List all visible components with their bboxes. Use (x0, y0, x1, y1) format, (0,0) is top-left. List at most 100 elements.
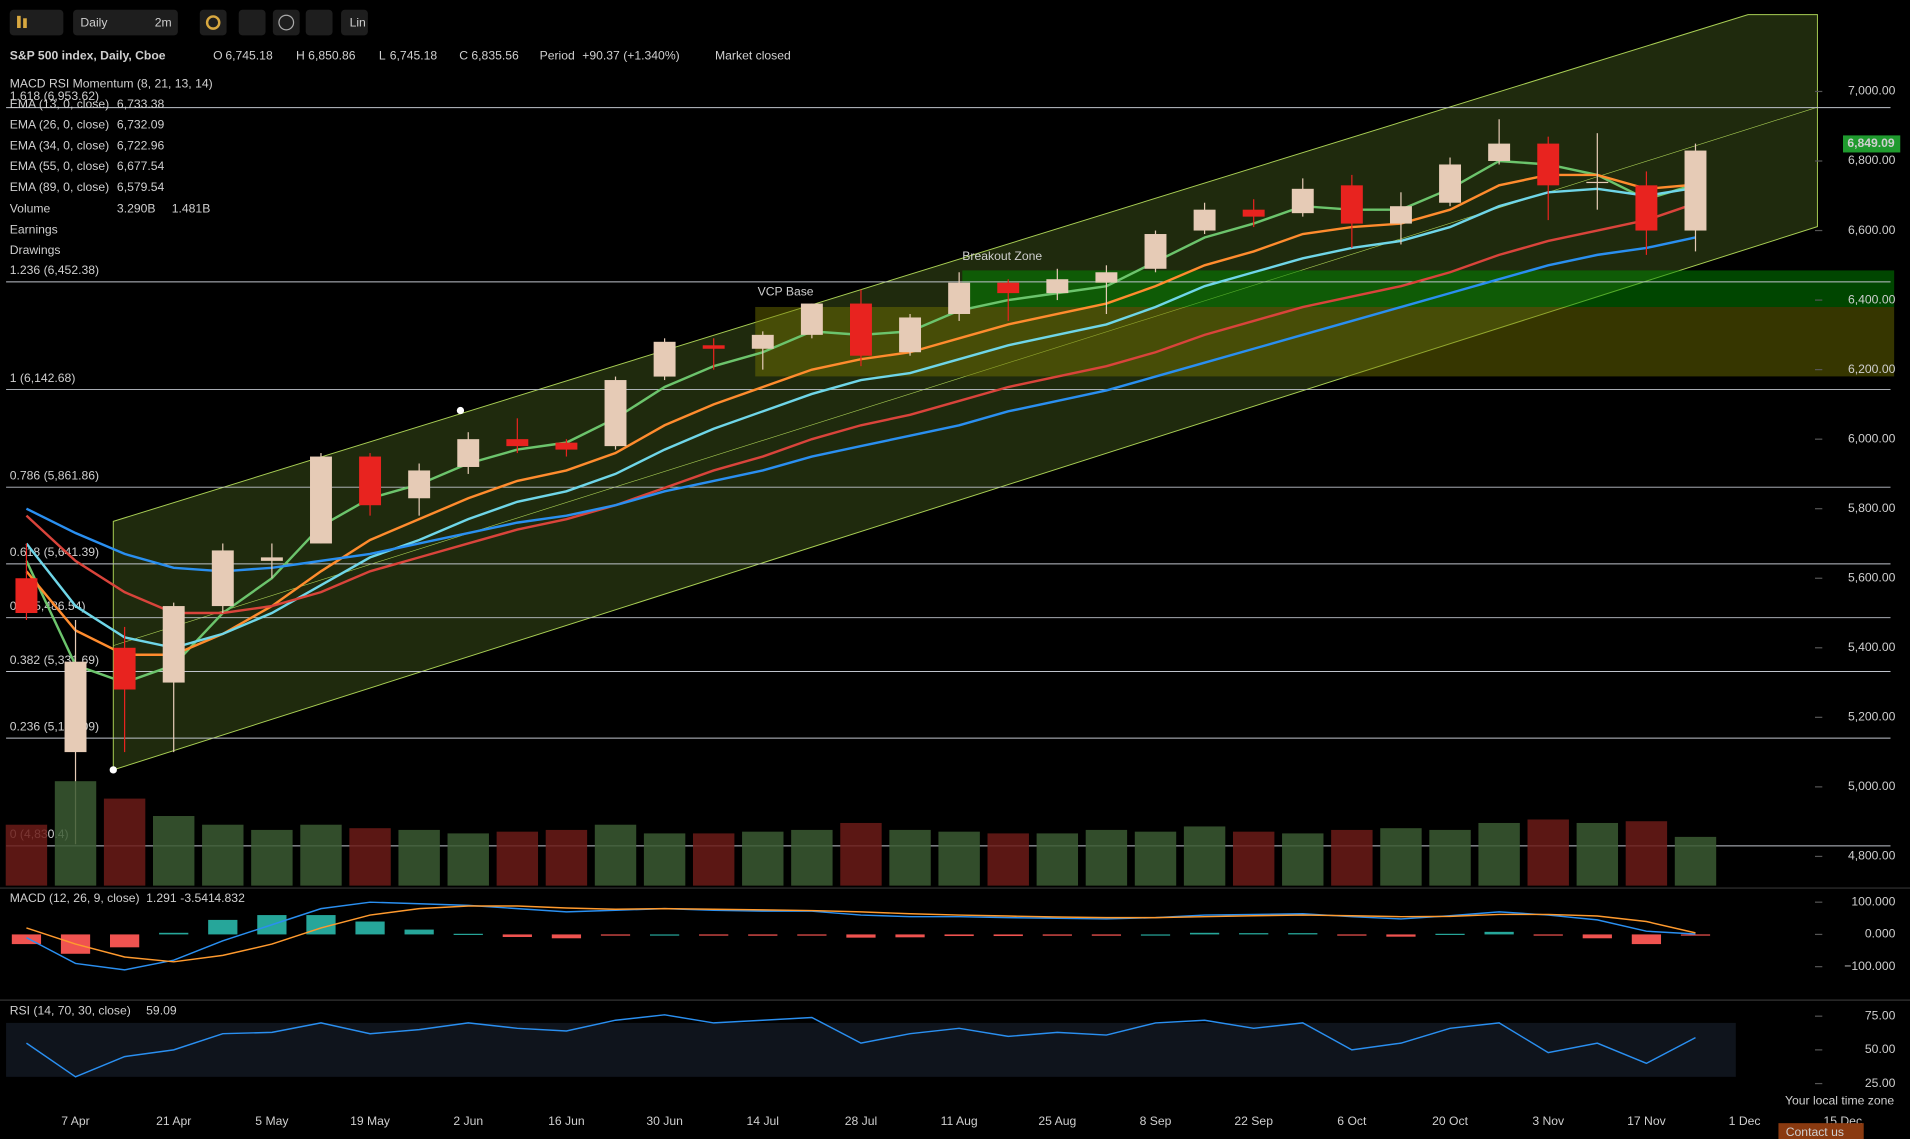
candle-body (359, 456, 382, 506)
candle-body (260, 557, 283, 561)
x-tick-label: 20 Oct (1432, 1114, 1468, 1128)
candle-body (1389, 206, 1412, 224)
fib-label: 1.618 (6,953.62) (10, 89, 99, 103)
legend-value: 59.09 (146, 1003, 177, 1017)
volume-bar (889, 829, 931, 886)
y-tick-label: 7,000.00 (1848, 84, 1896, 98)
value: 6,850.86 (308, 48, 356, 62)
legend-study: MACD RSI Momentum (8, 21, 13, 14) (10, 76, 213, 90)
annotation: VCP Base (758, 285, 814, 299)
anchor (109, 766, 117, 774)
y-tick-label: −100.000 (1844, 959, 1895, 973)
value: 6,835.56 (471, 48, 519, 62)
histogram-bar (1288, 933, 1318, 935)
legend-value: 6,733.38 (117, 97, 165, 111)
plot: 4,800.00 5,000.00 5,200.00 5,400.00 5,600.00… (0, 84, 1910, 1128)
candle-body (113, 647, 136, 690)
candle-body (1340, 185, 1363, 224)
key: C (459, 48, 468, 62)
key: L (379, 48, 386, 62)
y-tick-label: 25.00 (1865, 1076, 1896, 1090)
x-tick-label: 7 Apr (61, 1114, 89, 1128)
toolbar: Daily 2m Lin (9, 9, 368, 36)
contact-button[interactable] (1778, 1123, 1864, 1139)
timezone: Your local time zone (1785, 1093, 1894, 1107)
settings-button[interactable] (199, 9, 227, 36)
legend-name: EMA (26, 0, close) (10, 118, 109, 132)
x-tick-label: 8 Sep (1140, 1114, 1172, 1128)
volume-bar (54, 781, 97, 886)
rsi-line (26, 1014, 1696, 1078)
breakout-zone (962, 270, 1895, 307)
x-tick-label: 21 Apr (156, 1114, 191, 1128)
histogram-bar (1239, 933, 1269, 935)
volume-bar (5, 824, 48, 886)
interval: Daily (80, 15, 108, 29)
histogram-bar (1189, 932, 1220, 935)
icon (205, 15, 221, 30)
symbol: S&P 500 index, Daily, Cboe (10, 48, 166, 62)
x-tick-label: 6 Oct (1337, 1114, 1367, 1128)
y-tick-label: 5,000.00 (1848, 779, 1896, 793)
time-button[interactable] (272, 9, 300, 36)
x-tick-label: 1 Dec (1729, 1114, 1761, 1128)
volume-bar (1429, 829, 1471, 886)
y-tick-label: 5,600.00 (1848, 570, 1896, 584)
candle-body (555, 442, 578, 450)
histogram-bar (1435, 933, 1465, 935)
y-tick-label: 6,600.00 (1848, 223, 1896, 237)
range: 2m (155, 15, 172, 29)
price-tag (1843, 135, 1901, 153)
volume-bar (938, 831, 980, 886)
volume-bar (1527, 819, 1569, 886)
candle-body (751, 334, 774, 349)
legend-earnings: Earnings (10, 222, 58, 236)
candle-body (408, 470, 431, 499)
fib-label: 0.786 (5,861.86) (10, 468, 99, 482)
header: S&P 500 index, Daily, Cboe O 6,745.18 H … (10, 48, 1894, 1139)
legend-value: 4.832 (214, 891, 245, 905)
volume-bar (1134, 831, 1177, 886)
volume-bar (1674, 836, 1717, 886)
x-tick-label: 17 Nov (1627, 1114, 1666, 1128)
key: H (296, 48, 305, 62)
candle-body (211, 550, 234, 607)
scale-button[interactable] (341, 9, 368, 36)
pane-title: RSI (14, 70, 30, close) (10, 1003, 131, 1017)
candle-body (702, 345, 725, 349)
indicator-button[interactable] (238, 9, 266, 36)
candle-body (1291, 188, 1314, 214)
legend-value: -3.541 (180, 891, 215, 905)
chart-type-button[interactable] (9, 9, 64, 36)
key: Period (540, 48, 575, 62)
x-tick-label: 16 Jun (548, 1114, 585, 1128)
ema-line (25, 202, 1696, 615)
interval-button[interactable] (73, 9, 178, 36)
y-tick-label: 4,800.00 (1848, 849, 1896, 863)
volume-bar (545, 829, 588, 886)
x-tick-label: 30 Jun (646, 1114, 683, 1128)
volume-bar (987, 833, 1029, 886)
icon (278, 14, 295, 31)
fib-label: 1.236 (6,452.38) (10, 263, 99, 277)
volume-bar (251, 829, 293, 886)
crosshair-button[interactable] (305, 9, 333, 36)
candle-body (1537, 143, 1560, 186)
y-tick-label: 5,800.00 (1848, 501, 1896, 515)
histogram-bar (993, 934, 1023, 937)
volume-bar (1380, 828, 1422, 886)
volume-bar (300, 824, 342, 886)
status: Market closed (715, 48, 791, 62)
volume-bar (1232, 831, 1275, 886)
candle-body (15, 578, 38, 614)
y-tick-label: 6,400.00 (1848, 292, 1896, 306)
candle-body (1684, 150, 1707, 231)
legend-name: EMA (89, 0, close) (10, 180, 109, 194)
value: +90.37 (+1.340%) (582, 48, 679, 62)
price-tag-label: 6,849.09 (1847, 136, 1895, 150)
fib-label: 1 (6,142.68) (10, 371, 76, 385)
key: O (213, 48, 222, 62)
volume-bar (103, 798, 146, 886)
candle-body (457, 439, 480, 467)
